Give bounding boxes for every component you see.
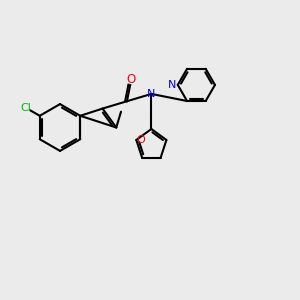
Text: N: N [147, 89, 156, 99]
Text: O: O [127, 73, 136, 86]
Text: O: O [136, 135, 145, 145]
Text: Cl: Cl [20, 103, 31, 112]
Text: N: N [168, 80, 177, 90]
